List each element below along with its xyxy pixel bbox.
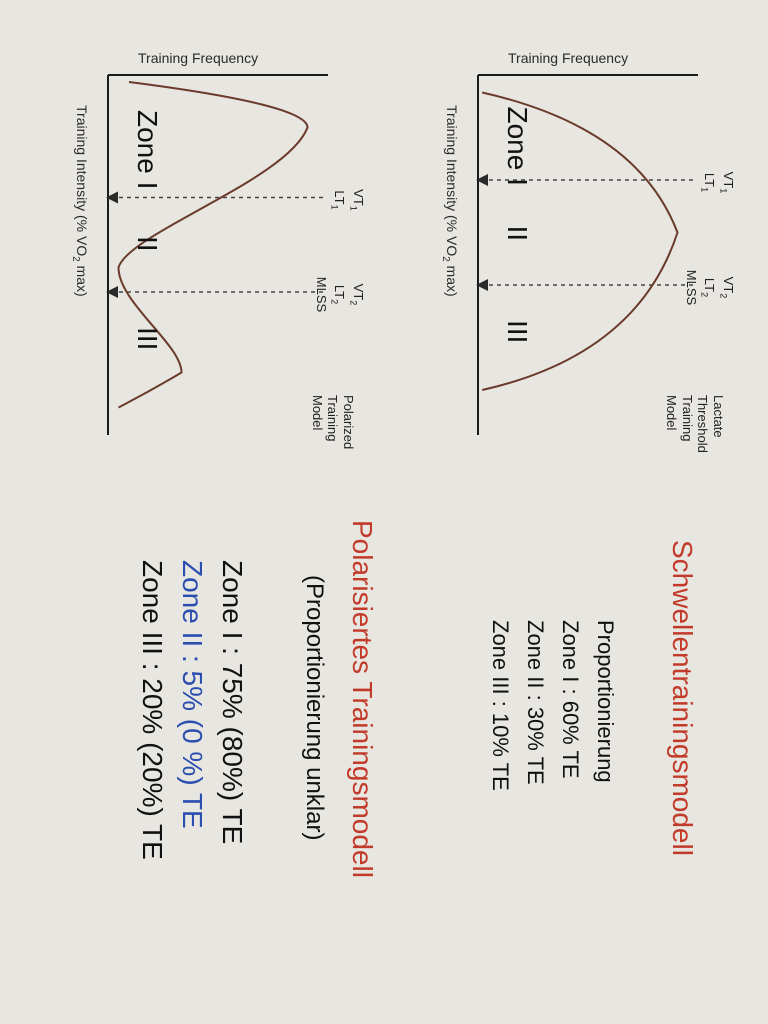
chart-2-svg bbox=[58, 25, 368, 445]
chart-1-x-label: Training Intensity (% VO2 max) bbox=[440, 105, 460, 297]
chart-2-y-label: Training Frequency bbox=[138, 50, 258, 66]
chart-1-y-label: Training Frequency bbox=[508, 50, 628, 66]
chart-1-svg bbox=[428, 25, 738, 445]
chart-1-model-label: LactateThresholdTrainingModel bbox=[664, 395, 726, 485]
polarized-model-proportion-2: Zone III : 20% (20%) TE bbox=[136, 560, 168, 860]
polarized-model-subtitle: (Proportionierung unklar) bbox=[300, 575, 328, 840]
polarized-model-proportion-0: Zone I : 75% (80%) TE bbox=[216, 560, 248, 844]
threshold-model-proportion-3: Zone III : 10% TE bbox=[487, 620, 513, 791]
polarized-model-proportion-1: Zone II : 5% (0 %) TE bbox=[176, 560, 208, 829]
chart-2-zone-0: Zone I bbox=[131, 110, 163, 189]
chart-1-zone-0: Zone I bbox=[501, 107, 533, 186]
chart-2-x-label: Training Intensity (% VO2 max) bbox=[70, 105, 90, 297]
threshold-model-proportion-1: Zone I : 60% TE bbox=[557, 620, 583, 779]
threshold-model-proportion-2: Zone II : 30% TE bbox=[522, 620, 548, 785]
chart-2-threshold-1: VT2LT2MLSS bbox=[313, 272, 366, 317]
heading-polarized-model: Polarisiertes Trainingsmodell bbox=[346, 520, 378, 878]
chart-2-zone-2: III bbox=[131, 327, 163, 350]
chart-1-threshold-0: VT1LT1 bbox=[699, 160, 736, 205]
chart-2-threshold-0: VT1LT1 bbox=[329, 178, 366, 223]
heading-threshold-model: Schwellentrainingsmodell bbox=[666, 540, 698, 856]
chart-1-zone-2: III bbox=[501, 320, 533, 343]
threshold-model-proportion-0: Proportionierung bbox=[592, 620, 618, 783]
chart-2-model-label: PolarizedTrainingModel bbox=[309, 395, 356, 485]
chart-1-zone-1: II bbox=[501, 226, 533, 242]
chart-1-threshold-1: VT2LT2MLSS bbox=[683, 265, 736, 310]
chart-2-zone-1: II bbox=[131, 236, 163, 252]
